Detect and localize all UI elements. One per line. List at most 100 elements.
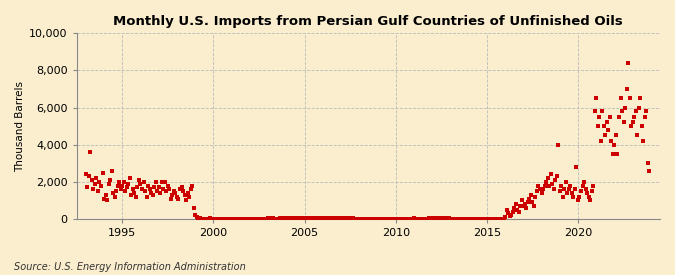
Point bbox=[281, 216, 292, 221]
Point bbox=[169, 189, 180, 193]
Point bbox=[603, 128, 614, 132]
Point bbox=[618, 120, 629, 125]
Point bbox=[369, 216, 380, 221]
Point bbox=[434, 216, 445, 221]
Point bbox=[85, 150, 96, 154]
Point bbox=[611, 133, 622, 138]
Point bbox=[637, 124, 647, 128]
Point bbox=[157, 180, 167, 184]
Point bbox=[254, 217, 265, 221]
Point bbox=[456, 216, 466, 221]
Point bbox=[576, 189, 587, 193]
Point bbox=[129, 191, 140, 195]
Point bbox=[355, 216, 366, 221]
Point bbox=[140, 189, 151, 193]
Point bbox=[627, 120, 638, 125]
Point bbox=[282, 216, 293, 221]
Point bbox=[208, 217, 219, 221]
Y-axis label: Thousand Barrels: Thousand Barrels bbox=[15, 81, 25, 172]
Point bbox=[100, 193, 111, 197]
Point bbox=[510, 202, 521, 206]
Point bbox=[279, 216, 290, 221]
Point bbox=[225, 217, 236, 221]
Point bbox=[485, 217, 495, 221]
Point bbox=[623, 61, 634, 65]
Point bbox=[524, 196, 535, 201]
Point bbox=[633, 105, 644, 110]
Point bbox=[371, 217, 381, 221]
Point bbox=[182, 191, 193, 195]
Point bbox=[381, 216, 392, 221]
Point bbox=[164, 187, 175, 191]
Point bbox=[530, 194, 541, 199]
Point bbox=[498, 216, 509, 221]
Point bbox=[165, 196, 176, 201]
Point bbox=[525, 193, 536, 197]
Point bbox=[564, 187, 574, 191]
Point bbox=[384, 216, 395, 221]
Point bbox=[437, 216, 448, 221]
Point bbox=[236, 217, 246, 221]
Point bbox=[153, 185, 164, 190]
Point bbox=[181, 198, 192, 203]
Point bbox=[486, 217, 497, 221]
Point bbox=[294, 216, 305, 220]
Point bbox=[278, 216, 289, 221]
Point bbox=[319, 216, 329, 220]
Point bbox=[448, 216, 459, 221]
Point bbox=[360, 216, 371, 221]
Point bbox=[630, 109, 641, 114]
Point bbox=[541, 180, 551, 184]
Point bbox=[516, 198, 527, 203]
Point bbox=[501, 208, 512, 212]
Point bbox=[565, 183, 576, 188]
Point bbox=[342, 216, 352, 220]
Point bbox=[632, 133, 643, 138]
Point bbox=[163, 183, 173, 188]
Point bbox=[545, 172, 556, 177]
Point bbox=[560, 180, 571, 184]
Point bbox=[373, 216, 384, 221]
Point bbox=[379, 216, 390, 221]
Point bbox=[311, 216, 322, 220]
Point bbox=[256, 217, 267, 221]
Point bbox=[593, 124, 603, 128]
Point bbox=[91, 176, 102, 180]
Point bbox=[337, 216, 348, 221]
Point bbox=[221, 217, 232, 221]
Point bbox=[82, 185, 92, 190]
Point bbox=[396, 216, 407, 221]
Point bbox=[215, 217, 226, 221]
Point bbox=[493, 217, 504, 221]
Text: Source: U.S. Energy Information Administration: Source: U.S. Energy Information Administ… bbox=[14, 262, 245, 272]
Point bbox=[457, 216, 468, 221]
Point bbox=[477, 216, 487, 221]
Point bbox=[292, 216, 302, 220]
Point bbox=[352, 216, 363, 221]
Point bbox=[635, 96, 646, 100]
Point bbox=[136, 187, 147, 191]
Point bbox=[551, 174, 562, 178]
Point bbox=[191, 215, 202, 219]
Point bbox=[543, 183, 554, 188]
Point bbox=[389, 216, 400, 221]
Point bbox=[644, 169, 655, 173]
Point bbox=[559, 187, 570, 191]
Point bbox=[230, 217, 240, 221]
Point bbox=[185, 187, 196, 191]
Point bbox=[213, 217, 223, 221]
Point bbox=[152, 189, 163, 193]
Point bbox=[570, 187, 580, 191]
Point bbox=[175, 187, 186, 191]
Point bbox=[199, 217, 210, 221]
Point bbox=[151, 180, 161, 184]
Point bbox=[395, 216, 406, 221]
Point bbox=[299, 216, 310, 220]
Point bbox=[422, 216, 433, 221]
Point bbox=[333, 216, 344, 221]
Point bbox=[475, 216, 486, 221]
Point bbox=[572, 198, 583, 203]
Point bbox=[464, 216, 475, 221]
Point bbox=[345, 216, 356, 221]
Point bbox=[146, 191, 157, 195]
